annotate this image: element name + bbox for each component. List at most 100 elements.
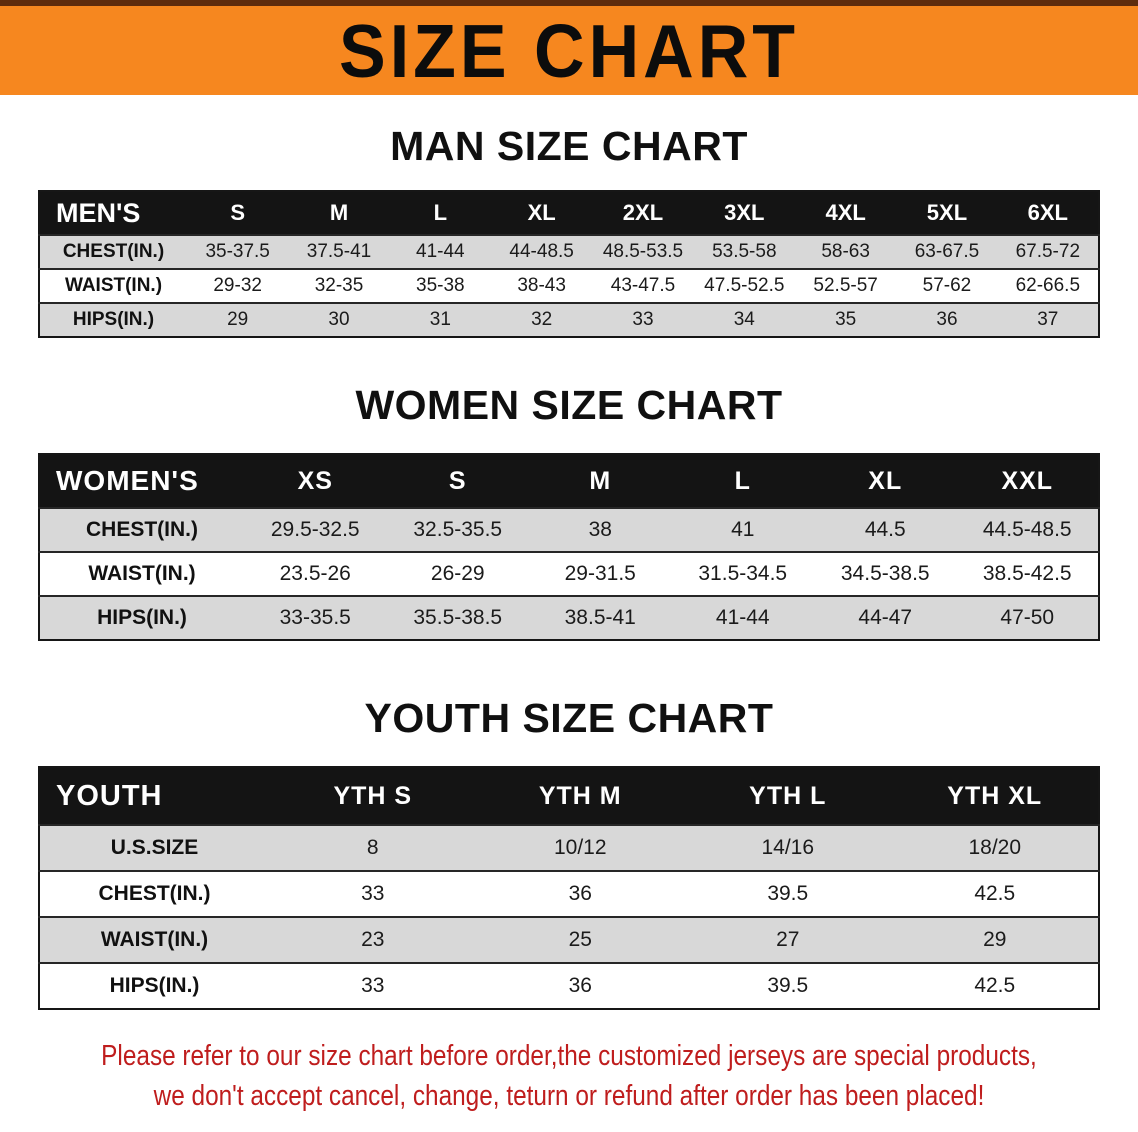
size-value: 31 <box>429 309 451 330</box>
size-value: 33 <box>361 882 385 905</box>
size-value: 18/20 <box>968 836 1022 859</box>
size-value: 58-63 <box>821 241 870 262</box>
size-value: 62-66.5 <box>1015 275 1081 296</box>
table-row: HIPS(IN.) 33 36 39.5 42.5 <box>39 963 1099 1009</box>
table-row: WAIST(IN.) 23.5-26 26-29 29-31.5 31.5-34.5 34… <box>39 552 1099 596</box>
size-value: 34.5-38.5 <box>840 562 930 585</box>
size-value: 36 <box>936 309 958 330</box>
banner: SIZE CHART <box>0 0 1138 95</box>
size-column-header: 3XL <box>693 191 795 235</box>
size-value: 47.5-52.5 <box>704 275 785 296</box>
size-value: 14/16 <box>761 836 815 859</box>
size-column-header: L <box>671 454 814 508</box>
women-size-chart-heading: WOMEN SIZE CHART <box>355 382 783 428</box>
size-value: 67.5-72 <box>1015 241 1081 262</box>
size-value: 44-47 <box>858 606 913 629</box>
size-column-header: S <box>187 191 289 235</box>
man-size-chart-heading: MAN SIZE CHART <box>390 123 748 169</box>
size-value: 41-44 <box>416 241 465 262</box>
row-label: WAIST(IN.) <box>64 275 163 296</box>
size-value: 29 <box>227 309 249 330</box>
row-label: HIPS(IN.) <box>97 606 187 629</box>
size-column-header: YTH M <box>476 767 684 825</box>
size-value: 23 <box>361 928 385 951</box>
size-value: 38-43 <box>517 275 566 296</box>
size-column-header: S <box>386 454 529 508</box>
footer-note: Please refer to our size chart before or… <box>0 1036 1138 1116</box>
section-man-size-chart: MAN SIZE CHART MEN'S S M L XL 2XL 3XL 4XL 5XL 6XL… <box>0 123 1138 338</box>
page-title: SIZE CHART <box>339 8 799 93</box>
size-value: 38.5-42.5 <box>982 562 1072 585</box>
table-row: HIPS(IN.) 29 30 31 32 33 34 35 36 37 <box>39 303 1099 337</box>
row-label: CHEST(IN.) <box>62 241 165 262</box>
size-value: 48.5-53.5 <box>602 241 684 262</box>
note-line-1: Please refer to our size chart before or… <box>101 1040 1037 1072</box>
size-column-header: M <box>288 191 390 235</box>
table-row: WAIST(IN.) 29-32 32-35 35-38 38-43 43-47.5 47.… <box>39 269 1099 303</box>
size-value: 32 <box>531 309 553 330</box>
section-youth-size-chart: YOUTH SIZE CHART YOUTH YTH S YTH M YTH L YTH… <box>0 695 1138 1010</box>
size-column-header: XS <box>244 454 387 508</box>
row-label: CHEST(IN.) <box>98 882 211 905</box>
note-line-2: we don't accept cancel, change, teturn o… <box>153 1080 985 1112</box>
table-row: WAIST(IN.) 23 25 27 29 <box>39 917 1099 963</box>
size-value: 29-31.5 <box>564 562 636 585</box>
section-women-size-chart: WOMEN SIZE CHART WOMEN'S XS S M L XL XXL CHEST… <box>0 382 1138 641</box>
size-column-header: 6XL <box>997 191 1099 235</box>
size-value: 38 <box>588 518 612 541</box>
size-value: 47-50 <box>1000 606 1055 629</box>
size-column-header: XL <box>490 191 593 235</box>
size-value: 32.5-35.5 <box>413 518 503 541</box>
table-row: HIPS(IN.) 33-35.5 35.5-38.5 38.5-41 41-44 44-… <box>39 596 1099 640</box>
size-value: 35.5-38.5 <box>413 606 503 629</box>
youth-table-header-row: YOUTH YTH S YTH M YTH L YTH XL <box>39 767 1099 825</box>
size-column-header: XXL <box>956 454 1099 508</box>
table-row: CHEST(IN.) 29.5-32.5 32.5-35.5 38 41 44.5 44.5… <box>39 508 1099 552</box>
size-value: 33 <box>361 974 385 997</box>
size-column-header: M <box>529 454 672 508</box>
size-value: 44.5-48.5 <box>982 518 1072 541</box>
size-column-header: XL <box>814 454 957 508</box>
row-label: WAIST(IN.) <box>100 928 209 951</box>
size-column-header: YTH XL <box>891 767 1099 825</box>
row-label: U.S.SIZE <box>110 836 199 859</box>
size-value: 44.5 <box>864 518 906 541</box>
size-value: 44-48.5 <box>509 241 574 262</box>
size-value: 34 <box>733 309 755 330</box>
size-value: 33-35.5 <box>279 606 351 629</box>
size-value: 29.5-32.5 <box>270 518 360 541</box>
table-row: CHEST(IN.) 35-37.5 37.5-41 41-44 44-48.5 48.5… <box>39 235 1099 269</box>
size-value: 42.5 <box>974 974 1016 997</box>
size-value: 25 <box>568 928 592 951</box>
youth-size-chart-heading: YOUTH SIZE CHART <box>364 695 774 741</box>
row-label: WAIST(IN.) <box>88 562 196 585</box>
women-table-header-row: WOMEN'S XS S M L XL XXL <box>39 454 1099 508</box>
table-row: U.S.SIZE 8 10/12 14/16 18/20 <box>39 825 1099 871</box>
row-label: HIPS(IN.) <box>109 974 200 997</box>
size-value: 29 <box>983 928 1007 951</box>
size-column-header: YTH S <box>269 767 477 825</box>
women-size-table: WOMEN'S XS S M L XL XXL CHEST(IN.) 29.5-32.5 32.… <box>38 453 1100 641</box>
size-value: 35-37.5 <box>205 241 270 262</box>
size-value: 35 <box>835 309 857 330</box>
size-value: 39.5 <box>767 882 809 905</box>
size-value: 26-29 <box>430 562 485 585</box>
size-value: 35-38 <box>416 275 465 296</box>
size-value: 42.5 <box>974 882 1016 905</box>
size-value: 52.5-57 <box>813 275 878 296</box>
size-column-header: L <box>389 191 491 235</box>
size-value: 43-47.5 <box>610 275 676 296</box>
size-value: 57-62 <box>922 275 972 296</box>
size-value: 23.5-26 <box>279 562 351 585</box>
size-value: 63-67.5 <box>914 241 980 262</box>
row-label: CHEST(IN.) <box>86 518 198 541</box>
size-value: 31.5-34.5 <box>698 562 788 585</box>
size-value: 41 <box>731 518 755 541</box>
size-value: 37.5-41 <box>306 241 372 262</box>
size-column-header: 4XL <box>794 191 897 235</box>
size-value: 36 <box>568 882 592 905</box>
size-value: 10/12 <box>553 836 607 859</box>
size-value: 38.5-41 <box>564 606 636 629</box>
size-value: 39.5 <box>767 974 809 997</box>
